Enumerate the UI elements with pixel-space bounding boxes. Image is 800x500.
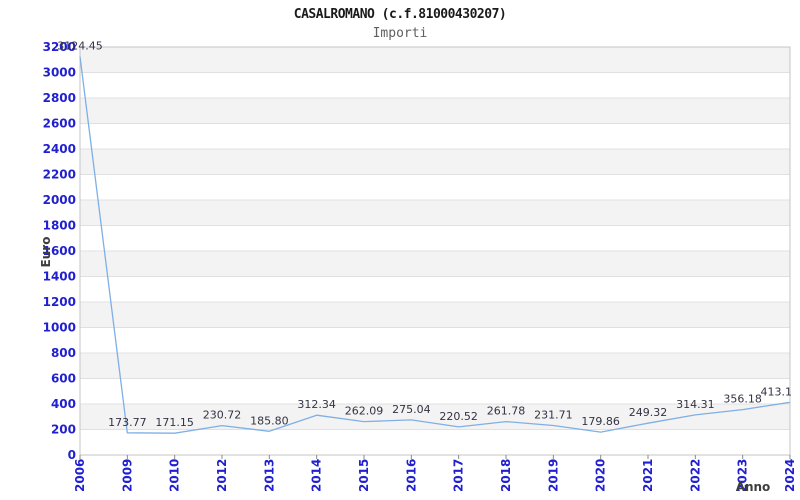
data-point-label: 275.04: [392, 403, 431, 416]
data-point-label: 249.32: [629, 406, 668, 419]
x-tick-label: 2018: [499, 459, 513, 492]
x-tick-label: 2014: [310, 459, 324, 492]
x-axis-title: Anno: [735, 480, 771, 494]
plot-gridlines: [80, 72, 790, 430]
y-tick-label: 600: [51, 372, 76, 386]
y-tick-label: 2800: [43, 91, 76, 105]
data-point-label: 262.09: [345, 405, 384, 418]
data-line: [79, 56, 791, 434]
data-point-label: 171.15: [155, 416, 194, 429]
data-point-label: 261.78: [487, 405, 526, 418]
plot-bands: [80, 47, 790, 430]
x-tick-label: 2021: [641, 459, 655, 492]
data-point-label: 314.31: [676, 398, 715, 411]
y-tick-label: 1400: [43, 270, 76, 284]
grid-band: [80, 353, 790, 379]
y-tick-label: 2400: [43, 142, 76, 156]
grid-band: [80, 47, 790, 73]
data-point-label: 3124.45: [57, 40, 103, 53]
y-tick-label: 200: [51, 423, 76, 437]
grid-band: [80, 200, 790, 226]
y-tick-label: 3000: [43, 66, 76, 80]
y-tick-label: 800: [51, 346, 76, 360]
data-point-label: 231.71: [534, 408, 573, 421]
x-tick-marks: [79, 455, 791, 459]
y-tick-labels: 0 200 400 600 800 1000 1200 1400 1600 1800 2000 220…: [43, 40, 76, 462]
grid-band: [80, 149, 790, 175]
x-tick-label: 2024: [783, 459, 797, 492]
y-tick-label: 0: [68, 448, 76, 462]
data-point-label: 179.86: [581, 415, 620, 428]
x-tick-label: 2013: [262, 459, 276, 492]
data-point-labels: 3124.45 173.77 171.15 230.72 185.80 312.34 262…: [57, 40, 792, 430]
grid-band: [80, 404, 790, 430]
chart-subtitle: Importi: [372, 26, 428, 41]
plot-border: [79, 46, 791, 456]
chart-title: CASALROMANO (c.f.81000430207): [293, 7, 507, 22]
y-tick-label: 400: [51, 397, 76, 411]
x-tick-label: 2009: [120, 459, 134, 492]
grid-band: [80, 98, 790, 124]
y-tick-label: 2000: [43, 193, 76, 207]
x-tick-label: 2019: [546, 459, 560, 492]
data-point-label: 220.52: [439, 410, 478, 423]
data-point-label: 413.1: [761, 385, 793, 398]
y-tick-label: 3200: [43, 40, 76, 54]
data-point-label: 185.80: [250, 414, 289, 427]
data-point-label: 173.77: [108, 416, 147, 429]
x-tick-label: 2006: [73, 459, 87, 492]
x-tick-label: 2020: [594, 459, 608, 492]
y-tick-label: 1800: [43, 219, 76, 233]
x-tick-label: 2023: [736, 459, 750, 492]
data-point-label: 356.18: [723, 393, 762, 406]
y-tick-label: 1000: [43, 321, 76, 335]
grid-band: [80, 251, 790, 277]
x-tick-label: 2015: [357, 459, 371, 492]
data-point-label: 312.34: [297, 398, 336, 411]
x-tick-label: 2016: [404, 459, 418, 492]
y-tick-label: 2600: [43, 117, 76, 131]
data-point-label: 230.72: [203, 409, 242, 422]
y-axis-title: Euro: [39, 236, 53, 268]
grid-band: [80, 302, 790, 328]
x-tick-label: 2010: [168, 459, 182, 492]
y-tick-label: 2200: [43, 168, 76, 182]
x-tick-label: 2017: [452, 459, 466, 492]
x-tick-label: 2012: [215, 459, 229, 492]
x-tick-labels: 2006 2009 2010 2012 2013 2014 2015 2016 2017 2018…: [73, 459, 797, 492]
y-tick-label: 1600: [43, 244, 76, 258]
x-tick-label: 2022: [688, 459, 702, 492]
y-tick-label: 1200: [43, 295, 76, 309]
